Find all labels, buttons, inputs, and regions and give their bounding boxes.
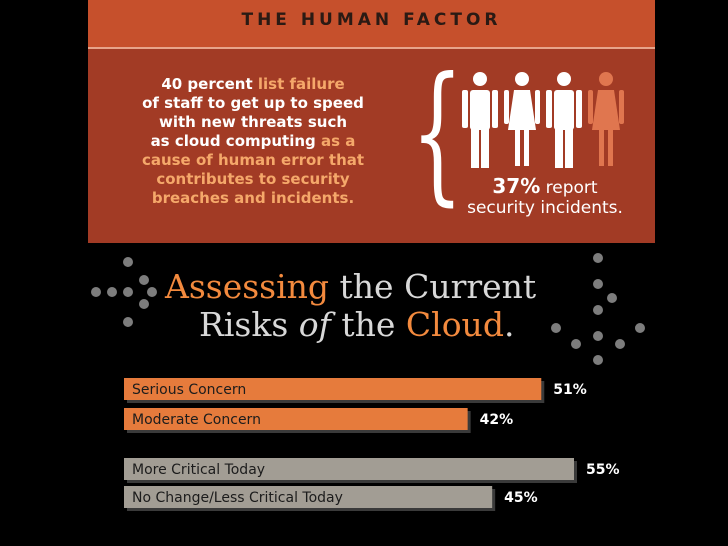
stat-line-5: cause of human error that xyxy=(141,151,365,169)
staff-failure-stat: 40 percent list failure of staff to get … xyxy=(108,75,398,208)
curly-brace-icon: { xyxy=(411,46,464,220)
bar-category-label: Serious Concern xyxy=(132,382,246,398)
male-figure-icon xyxy=(546,72,582,168)
people-figures-icon xyxy=(462,72,624,168)
stat-highlight-2: as a xyxy=(315,132,356,150)
decorative-dots-icon xyxy=(91,253,645,365)
bar-value-label: 42% xyxy=(480,412,514,428)
bar-value-label: 45% xyxy=(504,490,538,506)
stat-line-4: as cloud computing xyxy=(150,132,316,150)
bar-category-label: Moderate Concern xyxy=(132,412,261,428)
headline-word-cloud: Cloud xyxy=(405,305,504,344)
headline-word-current: the Current xyxy=(329,267,537,306)
bar xyxy=(124,486,493,508)
cloud-risk-bar-chart: Serious Concern 51% Moderate Concern 42% Mor… xyxy=(124,378,620,511)
male-figure-icon xyxy=(462,72,498,168)
stat-highlight-1: list failure xyxy=(252,75,345,93)
section-title: THE HUMAN FACTOR xyxy=(241,10,502,30)
female-figure-icon xyxy=(588,72,624,166)
bar xyxy=(124,458,574,480)
page-headline: Assessing the Current Risks of the Cloud… xyxy=(165,268,585,344)
bar xyxy=(124,408,468,430)
bar-category-label: No Change/Less Critical Today xyxy=(132,490,343,506)
stat-line-3: with new threats such xyxy=(158,113,348,131)
bar-value-label: 55% xyxy=(586,462,620,478)
incident-report-stat: 37% report security incidents. xyxy=(440,176,650,218)
header-band: THE HUMAN FACTOR xyxy=(88,0,655,48)
headline-word-assessing: Assessing xyxy=(165,267,330,306)
headline-period: . xyxy=(503,305,515,344)
stat-line-7: breaches and incidents. xyxy=(151,189,355,207)
stat-line-6: contributes to security xyxy=(156,170,350,188)
bar xyxy=(124,378,542,400)
female-figure-icon xyxy=(504,72,540,166)
headline-word-the: the xyxy=(330,305,406,344)
incident-percent: 37% xyxy=(492,174,541,198)
incident-text-2: security incidents. xyxy=(467,198,623,218)
band-divider xyxy=(88,47,655,49)
stat-line-2: of staff to get up to speed xyxy=(142,94,364,112)
bar-value-label: 51% xyxy=(553,382,587,398)
headline-word-of: of xyxy=(298,305,331,344)
stat-percent: 40 percent xyxy=(161,75,253,93)
headline-word-risks: Risks xyxy=(199,305,299,344)
incident-text-1: report xyxy=(540,178,598,198)
bar-category-label: More Critical Today xyxy=(132,462,265,478)
